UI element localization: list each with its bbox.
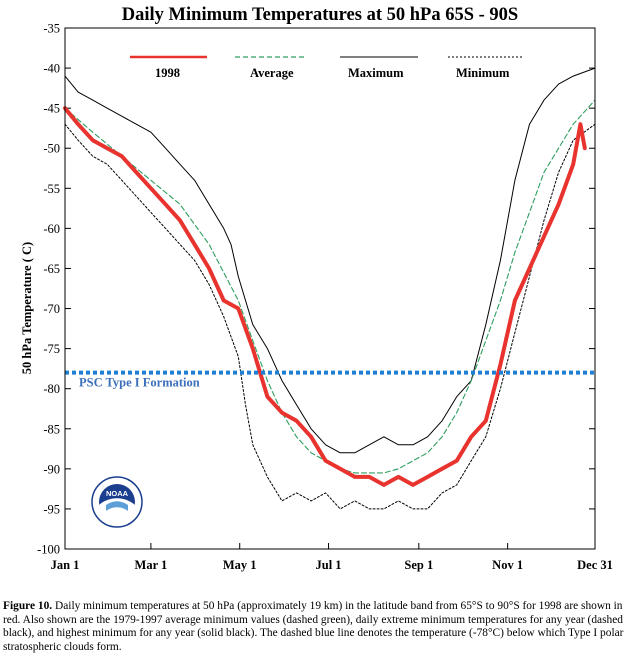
y-tick-label: -50: [43, 142, 60, 156]
series-line-maximum: [64, 67, 596, 454]
y-tick-label: -90: [43, 462, 60, 476]
legend-label-maximum: Maximum: [348, 66, 404, 80]
y-tick-label: -70: [43, 302, 60, 316]
plot-frame: [64, 27, 596, 550]
series-line-1998: [63, 106, 587, 487]
series-line-average: [64, 99, 596, 474]
legend-label-1998: 1998: [155, 66, 180, 80]
legend-label-average: Average: [250, 66, 294, 80]
psc-annotation: PSC Type I Formation: [79, 376, 200, 390]
x-tick-label: Sep 1: [404, 558, 433, 572]
legend: 1998 Average Maximum Minimum: [130, 55, 522, 80]
y-axis-label: 50 hPa Temperature ( C): [20, 242, 34, 374]
noaa-logo-text: NOAA: [106, 489, 129, 498]
x-tick-label: Jan 1: [51, 558, 80, 572]
y-tick-label: -60: [43, 222, 60, 236]
y-tick-label: -75: [43, 342, 60, 356]
series-line-minimum: [64, 123, 596, 510]
x-tick-label: Mar 1: [135, 558, 168, 572]
y-tick-label: -100: [37, 543, 60, 557]
y-tick-label: -55: [43, 182, 60, 196]
x-tick-label: Nov 1: [492, 558, 523, 572]
y-tick-label: -40: [43, 62, 60, 76]
legend-label-minimum: Minimum: [456, 66, 510, 80]
caption-text: Daily minimum temperatures at 50 hPa (ap…: [3, 600, 624, 653]
y-tick-label: -65: [43, 262, 60, 276]
x-tick-label: Dec 31: [577, 558, 613, 572]
x-tick-label: May 1: [223, 558, 257, 572]
x-tick-label: Jul 1: [316, 558, 342, 572]
figure-caption: Figure 10. Daily minimum temperatures at…: [3, 600, 637, 654]
y-tick-label: -35: [43, 22, 60, 36]
chart: Daily Minimum Temperatures at 50 hPa 65S…: [20, 5, 613, 572]
caption-label: Figure 10.: [3, 600, 53, 612]
y-tick-label: -85: [43, 422, 60, 436]
y-tick-label: -80: [43, 382, 60, 396]
y-tick-label: -45: [43, 102, 60, 116]
noaa-logo: NOAA: [91, 476, 143, 528]
chart-title: Daily Minimum Temperatures at 50 hPa 65S…: [122, 5, 518, 25]
y-tick-label: -95: [43, 502, 60, 516]
